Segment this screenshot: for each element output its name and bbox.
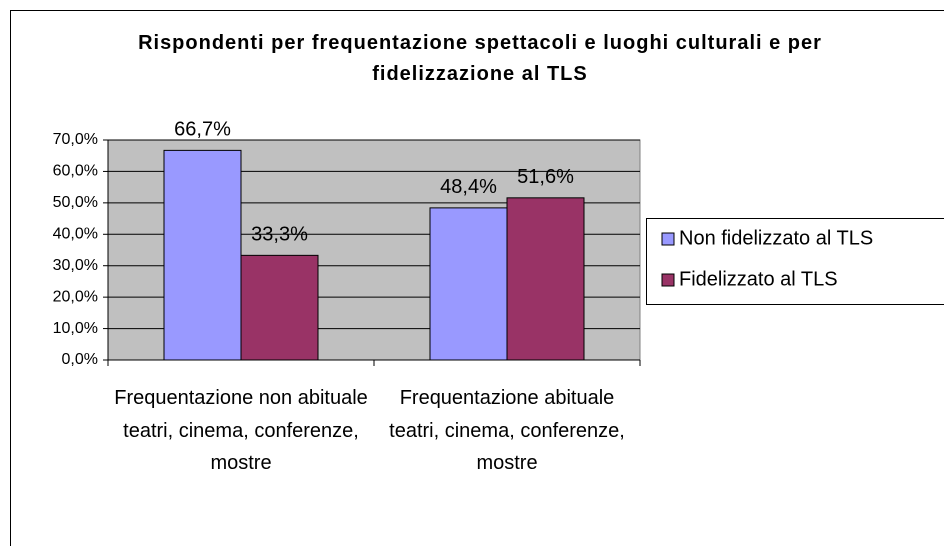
bar — [506, 197, 585, 361]
legend-label: Fidelizzato al TLS — [679, 268, 838, 290]
bar — [240, 254, 319, 361]
y-tick-label: 30,0% — [53, 257, 98, 274]
legend-label: Non fidelizzato al TLS — [679, 227, 873, 249]
value-label: 51,6% — [517, 166, 574, 188]
y-tick-label: 0,0% — [62, 351, 98, 368]
y-tick-label: 40,0% — [53, 226, 98, 243]
y-tick-label: 50,0% — [53, 194, 98, 211]
legend-swatch — [661, 273, 675, 287]
chart-title: Rispondenti per frequentazione spettacol… — [138, 32, 822, 85]
legend-box — [646, 218, 944, 305]
x-tick-label: Frequentazione non abituale teatri, cine… — [114, 387, 368, 474]
bar — [163, 149, 242, 361]
y-tick-label: 70,0% — [53, 131, 98, 148]
chart-frame — [10, 10, 944, 546]
bar — [429, 207, 508, 361]
y-tick-label: 20,0% — [53, 288, 98, 305]
y-tick-label: 60,0% — [53, 163, 98, 180]
value-label: 66,7% — [174, 119, 231, 141]
x-tick-label: Frequentazione abituale teatri, cinema, … — [389, 387, 625, 474]
value-label: 33,3% — [251, 224, 308, 246]
value-label: 48,4% — [440, 176, 497, 198]
y-tick-label: 10,0% — [53, 320, 98, 337]
legend-swatch — [661, 232, 675, 246]
